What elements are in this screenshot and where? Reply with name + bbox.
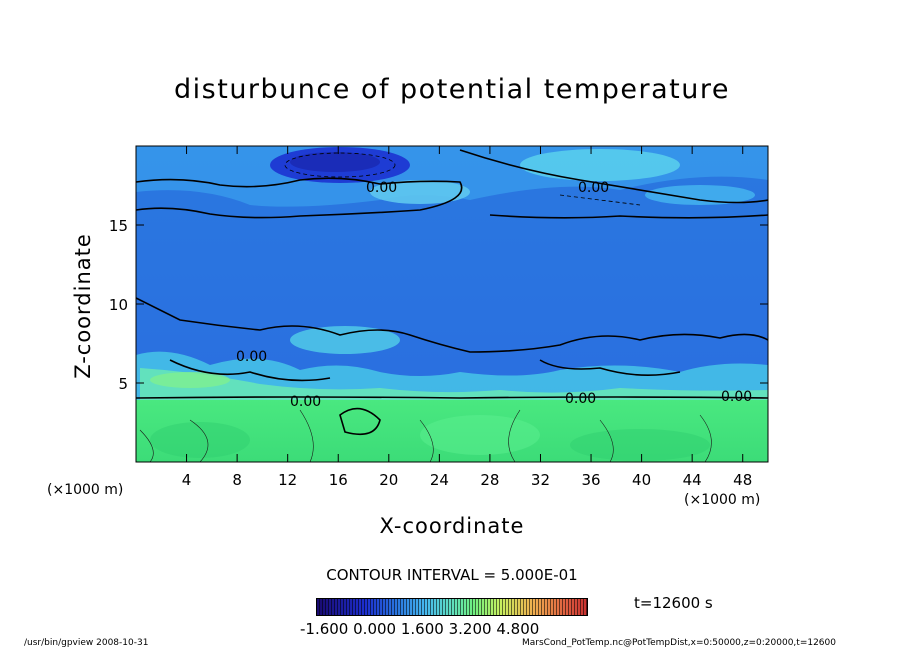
chart-title: disturbunce of potential temperature bbox=[174, 74, 730, 105]
y-tick-label: 5 bbox=[118, 375, 128, 393]
contour-label-group: 0.00 0.00 0.00 0.00 0.00 0.00 bbox=[236, 180, 752, 410]
contour-label: 0.00 bbox=[290, 394, 321, 410]
y-tick-label: 15 bbox=[109, 217, 128, 235]
y-axis-ticks: 5 10 15 bbox=[109, 217, 768, 393]
x-tick-label: 44 bbox=[683, 471, 702, 489]
colorbar-labels: -1.600 0.000 1.600 3.200 4.800 bbox=[300, 620, 539, 638]
contour-label: 0.00 bbox=[366, 180, 397, 196]
colorbar-label: 0.000 bbox=[353, 620, 397, 638]
x-tick-label: 8 bbox=[232, 471, 242, 489]
colorbar-label: -1.600 bbox=[300, 620, 349, 638]
x-tick-label: 24 bbox=[430, 471, 449, 489]
colorbar-label: 3.200 bbox=[448, 620, 492, 638]
x-tick-label: 32 bbox=[531, 471, 550, 489]
x-unit-right: (×1000 m) bbox=[684, 492, 761, 508]
fine-contours bbox=[139, 409, 712, 462]
x-tick-label: 16 bbox=[329, 471, 348, 489]
x-tick-label: 12 bbox=[278, 471, 297, 489]
footer-right: MarsCond_PotTemp.nc@PotTempDist,x=0:5000… bbox=[522, 638, 836, 648]
field-layer: 0.00 0.00 0.00 0.00 0.00 0.00 bbox=[136, 146, 768, 462]
y-axis-label: Z-coordinate bbox=[71, 233, 95, 379]
footer-left: /usr/bin/gpview 2008-10-31 bbox=[24, 638, 149, 648]
contour-label: 0.00 bbox=[236, 349, 267, 365]
contour-interval: CONTOUR INTERVAL = 5.000E-01 bbox=[326, 566, 578, 584]
contour-label: 0.00 bbox=[578, 180, 609, 196]
x-tick-label: 40 bbox=[632, 471, 651, 489]
x-tick-label: 28 bbox=[480, 471, 499, 489]
time-label: t=12600 s bbox=[634, 594, 713, 612]
x-unit-left: (×1000 m) bbox=[47, 482, 124, 498]
x-tick-label: 4 bbox=[182, 471, 192, 489]
x-tick-label: 20 bbox=[379, 471, 398, 489]
colorbar-label: 1.600 bbox=[400, 620, 444, 638]
y-tick-label: 10 bbox=[109, 296, 128, 314]
contour-label: 0.00 bbox=[721, 389, 752, 405]
contour-lines bbox=[136, 149, 768, 436]
negative-contours bbox=[284, 152, 641, 206]
colorbar-label: 4.800 bbox=[496, 620, 540, 638]
colorbar bbox=[316, 598, 588, 616]
x-axis-ticks: 4 8 12 16 20 24 28 32 36 40 44 48 bbox=[182, 146, 752, 489]
x-axis-label: X-coordinate bbox=[379, 514, 525, 538]
contour-label: 0.00 bbox=[565, 391, 596, 407]
x-tick-label: 48 bbox=[733, 471, 752, 489]
x-tick-label: 36 bbox=[581, 471, 600, 489]
